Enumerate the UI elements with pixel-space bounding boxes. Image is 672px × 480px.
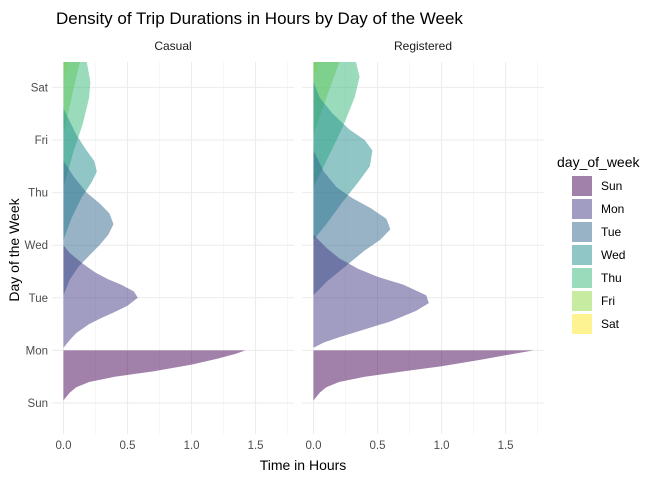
density-ridge-sun [63, 350, 246, 403]
y-tick-label: Fri [35, 135, 48, 147]
x-tick-label: 1.5 [248, 440, 264, 452]
x-tick-label: 0.0 [306, 440, 322, 452]
legend-title: day_of_week [557, 154, 641, 170]
facet-panels: Casual 0.0 0.5 1.0 1.5 Registered 0.0 0.5 1.0 1.5 [52, 39, 544, 452]
density-ridge-mon [313, 234, 429, 351]
legend-item-sun: Sun [571, 175, 622, 197]
y-tick-label: Mon [26, 345, 48, 357]
legend-item-fri: Fri [571, 290, 615, 312]
y-tick-label: Tue [29, 293, 48, 305]
legend-label: Mon [601, 202, 624, 216]
legend-swatch [572, 314, 592, 334]
y-tick-label: Thu [28, 188, 48, 200]
x-tick-label: 1.0 [434, 440, 450, 452]
density-ridge-sun [313, 350, 534, 403]
x-tick-label: 0.5 [370, 440, 386, 452]
chart-title: Density of Trip Durations in Hours by Da… [56, 9, 463, 28]
y-tick-label: Sun [28, 398, 48, 410]
y-axis-title: Day of the Week [6, 197, 22, 301]
facet-strip-label: Registered [394, 39, 452, 53]
y-tick-label: Wed [25, 240, 48, 252]
y-tick-label: Sat [31, 82, 49, 94]
x-axis-title: Time in Hours [260, 457, 347, 473]
density-areas [63, 62, 246, 403]
legend-swatch [572, 176, 592, 196]
legend-label: Sat [601, 317, 620, 331]
legend-label: Tue [601, 225, 622, 239]
x-tick-label: 0.0 [56, 440, 72, 452]
legend-label: Wed [601, 248, 625, 262]
y-axis-ticks: Sun Mon Tue Wed Thu Fri Sat [25, 82, 49, 410]
legend-item-wed: Wed [571, 244, 625, 266]
facet-strip-label: Casual [154, 39, 191, 53]
legend-item-thu: Thu [571, 267, 622, 289]
facet-panel-casual: Casual 0.0 0.5 1.0 1.5 [52, 39, 294, 452]
legend-swatch [572, 291, 592, 311]
legend-item-sat: Sat [571, 313, 620, 335]
legend-swatch [572, 268, 592, 288]
density-ridge-mon [63, 245, 138, 351]
x-tick-label: 1.0 [184, 440, 200, 452]
legend-item-tue: Tue [571, 221, 622, 243]
legend-item-mon: Mon [571, 198, 624, 220]
x-tick-label: 1.5 [498, 440, 514, 452]
density-areas [313, 62, 534, 403]
legend-label: Thu [601, 271, 622, 285]
legend-label: Sun [601, 179, 622, 193]
legend-swatch [572, 245, 592, 265]
legend-label: Fri [601, 294, 615, 308]
legend-swatch [572, 199, 592, 219]
x-tick-label: 0.5 [120, 440, 136, 452]
legend: day_of_week Sun Mon Tue Wed Thu Fri Sat [557, 154, 641, 335]
facet-panel-registered: Registered 0.0 0.5 1.0 1.5 [302, 39, 544, 452]
legend-swatch [572, 222, 592, 242]
